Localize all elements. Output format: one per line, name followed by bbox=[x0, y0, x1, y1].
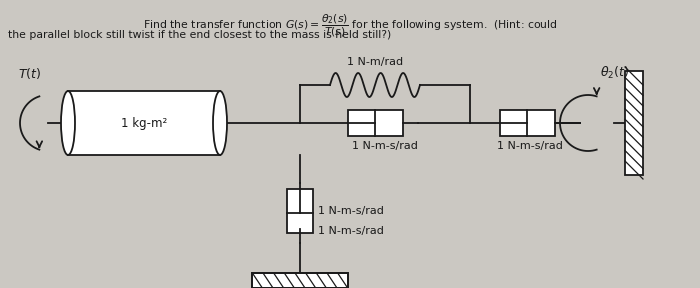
Text: 1 N-m-s/rad: 1 N-m-s/rad bbox=[497, 141, 563, 151]
Text: 1 kg-m²: 1 kg-m² bbox=[121, 117, 167, 130]
Text: 1 N-m-s/rad: 1 N-m-s/rad bbox=[352, 141, 418, 151]
Text: $\theta_2(t)$: $\theta_2(t)$ bbox=[600, 65, 629, 81]
Bar bbox=[348, 110, 403, 136]
Bar bbox=[287, 189, 313, 233]
Text: $T(t)$: $T(t)$ bbox=[18, 66, 41, 81]
Ellipse shape bbox=[213, 91, 227, 155]
Bar bbox=[68, 91, 220, 155]
Text: 1 N-m/rad: 1 N-m/rad bbox=[347, 57, 403, 67]
Bar bbox=[500, 110, 555, 136]
Text: the parallel block still twist if the end closest to the mass is held still?): the parallel block still twist if the en… bbox=[8, 30, 391, 40]
Ellipse shape bbox=[61, 91, 75, 155]
Bar bbox=[252, 273, 348, 288]
Text: 1 N-m-s/rad: 1 N-m-s/rad bbox=[318, 206, 384, 216]
Bar bbox=[252, 273, 348, 288]
Text: Find the transfer function $G(s) = \dfrac{\theta_2(s)}{T(s)}$ for the following : Find the transfer function $G(s) = \dfra… bbox=[143, 13, 557, 39]
Bar bbox=[625, 71, 643, 175]
Text: 1 N-m-s/rad: 1 N-m-s/rad bbox=[318, 226, 384, 236]
